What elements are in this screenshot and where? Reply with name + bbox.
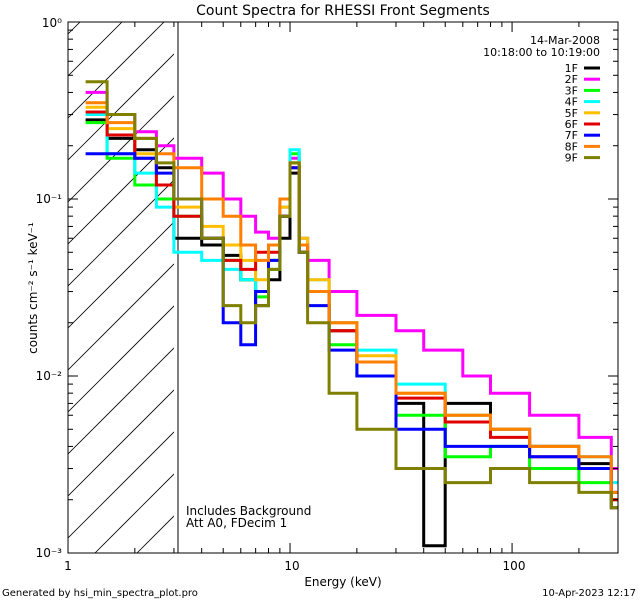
legend-label-4F: 4F: [565, 96, 578, 109]
series-line-9F: [85, 80, 618, 510]
chart-title: Count Spectra for RHESSI Front Segments: [196, 3, 490, 19]
legend-label-7F: 7F: [565, 129, 578, 142]
annotation-attenuator: Att A0, FDecim 1: [186, 516, 287, 530]
footer-generated-by: Generated by hsi_min_spectra_plot.pro: [2, 588, 198, 599]
legend-label-6F: 6F: [565, 118, 578, 131]
series-line-2F: [85, 90, 618, 470]
series-line-4F: [85, 113, 618, 485]
legend-date: 14-Mar-2008: [530, 34, 600, 47]
y-tick-label: 10⁻²: [36, 369, 63, 383]
series-line-6F: [85, 110, 618, 502]
excluded-region-hatch: [68, 22, 174, 553]
series-layer: [85, 80, 618, 548]
legend-time-range: 10:18:00 to 10:19:00: [483, 46, 600, 59]
x-tick-labels: 1 10 100: [64, 559, 525, 573]
axes: [67, 21, 619, 554]
series-line-8F: [85, 101, 618, 494]
legend-label-1F: 1F: [565, 62, 578, 75]
legend-label-8F: 8F: [565, 140, 578, 153]
y-tick-label: 10⁻¹: [36, 192, 63, 206]
annotation-background: Includes Background: [186, 504, 311, 518]
y-axis-label: counts cm⁻² s⁻¹ keV⁻¹: [26, 222, 40, 354]
y-tick-label: 10⁻³: [36, 546, 63, 560]
x-tick-label: 100: [503, 559, 526, 573]
hatch-line: [68, 347, 174, 455]
x-tick-label: 1: [64, 559, 72, 573]
x-tick-label: 10: [284, 559, 299, 573]
legend-label-5F: 5F: [565, 107, 578, 120]
y-tick-label: 10⁰: [42, 16, 62, 30]
footer-timestamp: 10-Apr-2023 12:17: [542, 588, 636, 599]
hatch-line: [136, 515, 174, 553]
x-axis-label: Energy (keV): [304, 575, 381, 589]
legend-label-9F: 9F: [565, 152, 578, 165]
legend-label-2F: 2F: [565, 73, 578, 86]
plot-frame: [67, 21, 619, 554]
legend-label-3F: 3F: [565, 84, 578, 97]
y-tick-labels: 10⁻³ 10⁻² 10⁻¹ 10⁰: [36, 16, 63, 560]
series-line-3F: [85, 121, 618, 502]
hatch-line: [68, 53, 174, 161]
